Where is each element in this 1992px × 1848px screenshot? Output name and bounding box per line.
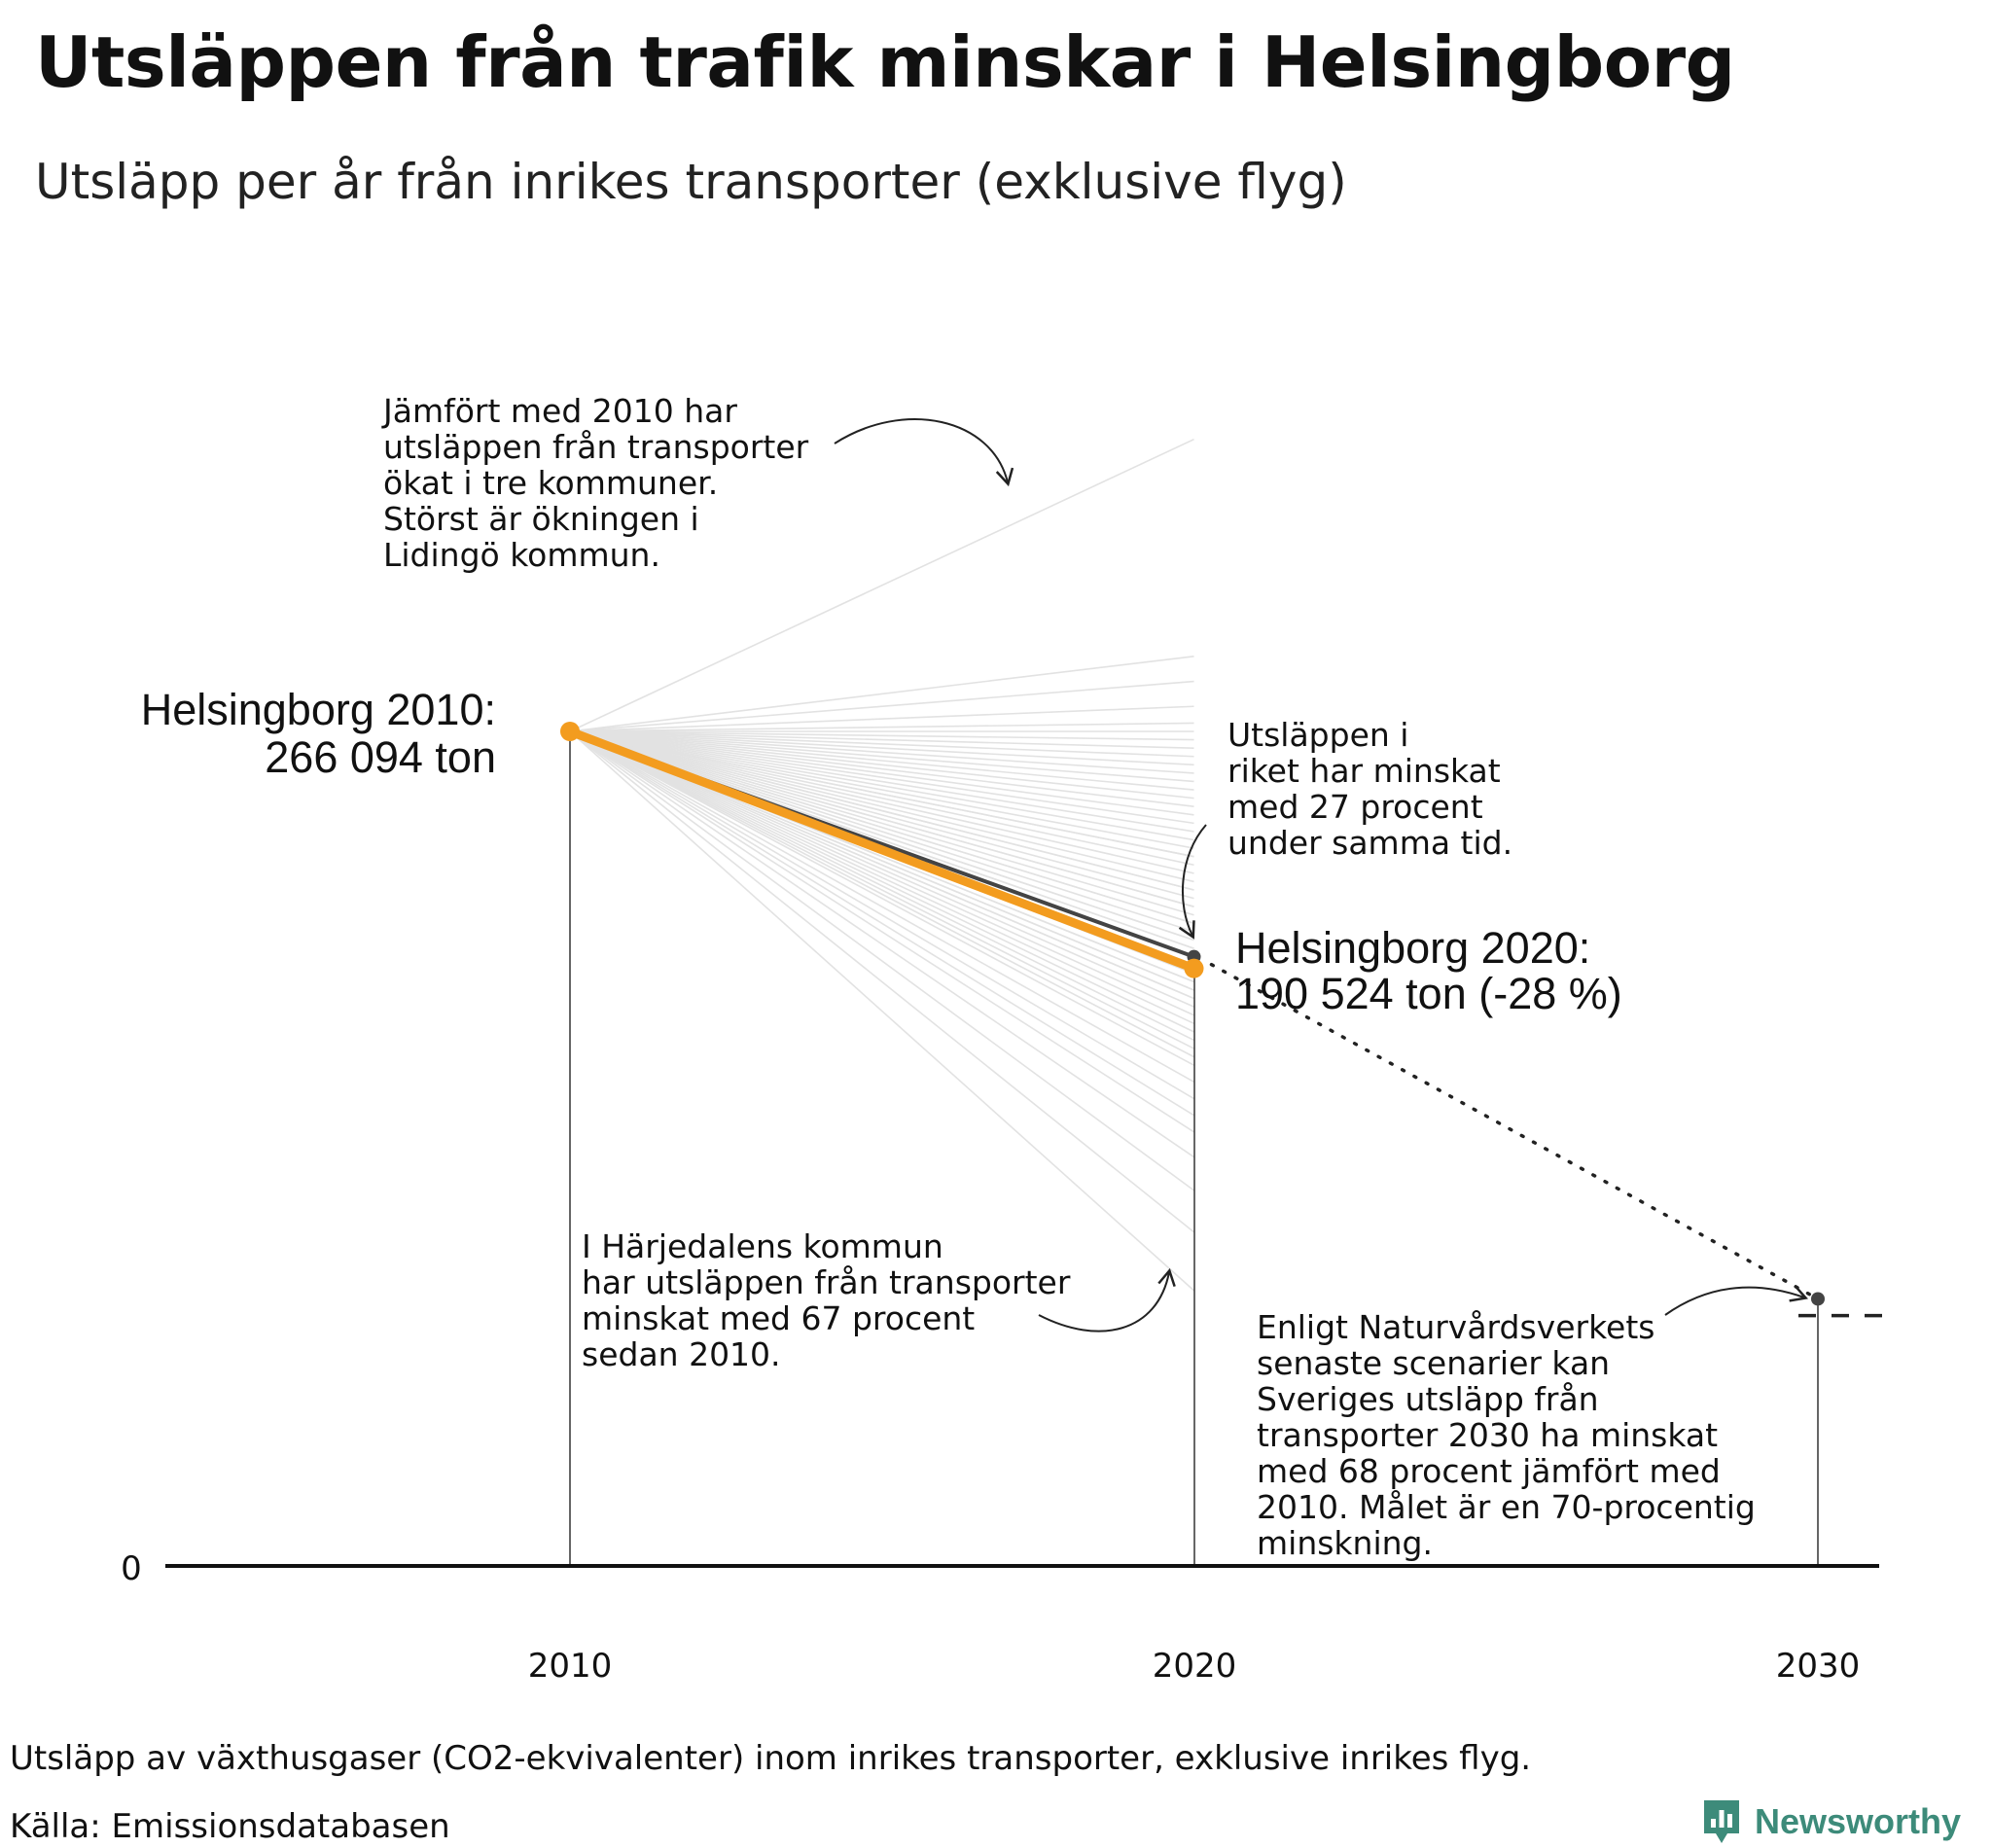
harjedalen-annotation: I Härjedalens kommun har utsläppen från … bbox=[582, 1227, 1176, 1373]
annotation-line: med 27 procent bbox=[1227, 788, 1483, 826]
municipality-line bbox=[569, 730, 1194, 1033]
harjedalen-arrow bbox=[1038, 1267, 1176, 1333]
annotation-line: Enligt Naturvårdsverkets bbox=[1257, 1308, 1654, 1346]
municipality-line bbox=[569, 680, 1194, 732]
newsworthy-brand-name: Newsworthy bbox=[1755, 1801, 1962, 1841]
increase-arrow bbox=[834, 418, 1014, 487]
annotation-line: senaste scenarier kan bbox=[1257, 1344, 1610, 1382]
y-tick-label-0: 0 bbox=[121, 1549, 142, 1588]
municipality-line bbox=[569, 655, 1194, 732]
municipality-line bbox=[569, 730, 1194, 916]
municipality-line bbox=[569, 730, 1194, 1158]
scenario-point-2030 bbox=[1811, 1292, 1825, 1306]
helsingborg-2010-label: Helsingborg 2010: bbox=[141, 685, 496, 734]
municipality-line bbox=[569, 730, 1194, 791]
source-credit: Källa: Emissionsdatabasen bbox=[10, 1807, 450, 1846]
municipality-line bbox=[569, 722, 1194, 732]
municipality-line bbox=[569, 705, 1194, 732]
municipality-line bbox=[569, 730, 1194, 858]
scenario-annotation: Enligt Naturvårdsverkets senaste scenari… bbox=[1257, 1284, 1808, 1562]
municipality-line bbox=[569, 730, 1194, 749]
helsingborg-2010-value: 266 094 ton bbox=[265, 732, 496, 782]
helsingborg-point-2020 bbox=[1184, 958, 1204, 978]
municipality-line bbox=[569, 730, 1194, 774]
municipality-line bbox=[569, 730, 1194, 841]
municipality-line bbox=[569, 730, 1194, 816]
municipality-line bbox=[569, 730, 1194, 874]
annotation-line: ökat i tre kommuner. bbox=[383, 464, 718, 502]
municipality-line bbox=[569, 730, 1194, 1066]
municipality-line bbox=[569, 730, 1194, 925]
municipality-line bbox=[569, 730, 1195, 1233]
annotation-line: 2010. Målet är en 70-procentig bbox=[1257, 1488, 1756, 1526]
annotation-line: I Härjedalens kommun bbox=[582, 1227, 943, 1265]
annotation-line: under samma tid. bbox=[1227, 824, 1512, 862]
x-tick-label-2010: 2010 bbox=[528, 1647, 613, 1686]
helsingborg-2020-label: Helsingborg 2020: bbox=[1235, 923, 1590, 973]
scenario-arrow bbox=[1664, 1284, 1808, 1316]
municipality-line bbox=[569, 730, 1194, 891]
annotation-line: transporter 2030 ha minskat bbox=[1257, 1416, 1718, 1454]
municipality-line bbox=[569, 730, 1194, 1000]
municipality-line bbox=[569, 730, 1194, 1100]
annotation-line: minskat med 67 procent bbox=[582, 1299, 975, 1337]
annotation-line: utsläppen från transporter bbox=[383, 428, 809, 466]
municipality-line bbox=[569, 730, 1194, 825]
municipality-line bbox=[569, 730, 1194, 942]
newsworthy-logo-icon bbox=[1704, 1800, 1739, 1843]
municipality-line bbox=[569, 730, 1194, 1025]
municipality-line bbox=[569, 730, 1194, 849]
municipality-line bbox=[569, 730, 1194, 1008]
national-arrow bbox=[1178, 824, 1207, 940]
municipality-line bbox=[569, 730, 1194, 1084]
municipality-line bbox=[569, 730, 1194, 1191]
municipality-line bbox=[569, 730, 1194, 833]
municipality-line bbox=[569, 730, 1194, 1049]
chart-subtitle: Utsläpp per år från inrikes transporter … bbox=[35, 154, 1347, 210]
annotation-line: riket har minskat bbox=[1227, 752, 1501, 790]
national-annotation: Utsläppen i riket har minskat med 27 pro… bbox=[1178, 716, 1512, 940]
annotation-line: minskning. bbox=[1257, 1524, 1433, 1562]
annotation-line: sedan 2010. bbox=[582, 1335, 781, 1373]
municipality-line bbox=[569, 730, 1194, 867]
x-tick-label-2030: 2030 bbox=[1776, 1647, 1861, 1686]
municipality-line bbox=[569, 730, 1194, 783]
municipality-line bbox=[569, 730, 1194, 1133]
municipality-line bbox=[569, 730, 1194, 800]
annotation-line: Störst är ökningen i bbox=[383, 500, 699, 538]
annotation-line: Sveriges utsläpp från bbox=[1257, 1380, 1599, 1418]
municipality-line bbox=[569, 730, 1194, 907]
municipality-line bbox=[569, 730, 1194, 1016]
chart-title: Utsläppen från trafik minskar i Helsingb… bbox=[35, 21, 1735, 103]
newsworthy-brand[interactable]: Newsworthy bbox=[1700, 1797, 1961, 1846]
municipality-line bbox=[569, 730, 1194, 933]
municipality-line bbox=[569, 730, 1194, 1058]
municipality-line bbox=[569, 730, 1194, 766]
municipality-line bbox=[569, 730, 1195, 1292]
annotation-line: med 68 procent jämfört med bbox=[1257, 1452, 1721, 1490]
increase-annotation: Jämfört med 2010 har utsläppen från tran… bbox=[381, 392, 1014, 574]
municipality-line bbox=[569, 730, 1194, 741]
municipality-line bbox=[569, 730, 1194, 900]
background-municipality-lines bbox=[569, 438, 1195, 1292]
annotation-line: Utsläppen i bbox=[1227, 716, 1408, 754]
municipality-line bbox=[569, 730, 1194, 758]
annotation-line: Jämfört med 2010 har bbox=[381, 392, 737, 430]
municipality-line bbox=[569, 730, 1194, 808]
annotation-line: Lidingö kommun. bbox=[383, 536, 660, 574]
helsingborg-line bbox=[565, 727, 1198, 974]
x-tick-label-2020: 2020 bbox=[1153, 1647, 1237, 1686]
municipality-line bbox=[569, 730, 1194, 883]
helsingborg-2020-value: 190 524 ton (-28 %) bbox=[1235, 969, 1622, 1018]
annotation-line: har utsläppen från transporter bbox=[582, 1263, 1071, 1301]
footnote: Utsläpp av växthusgaser (CO2-ekvivalente… bbox=[10, 1739, 1532, 1778]
municipality-line bbox=[569, 438, 1194, 732]
helsingborg-point-2010 bbox=[560, 722, 580, 741]
municipality-line bbox=[569, 730, 1194, 1042]
chart-area: 0 2010 2020 2030 Helsingborg 2010: 266 0… bbox=[121, 392, 1884, 1686]
municipality-line bbox=[569, 730, 1194, 1117]
